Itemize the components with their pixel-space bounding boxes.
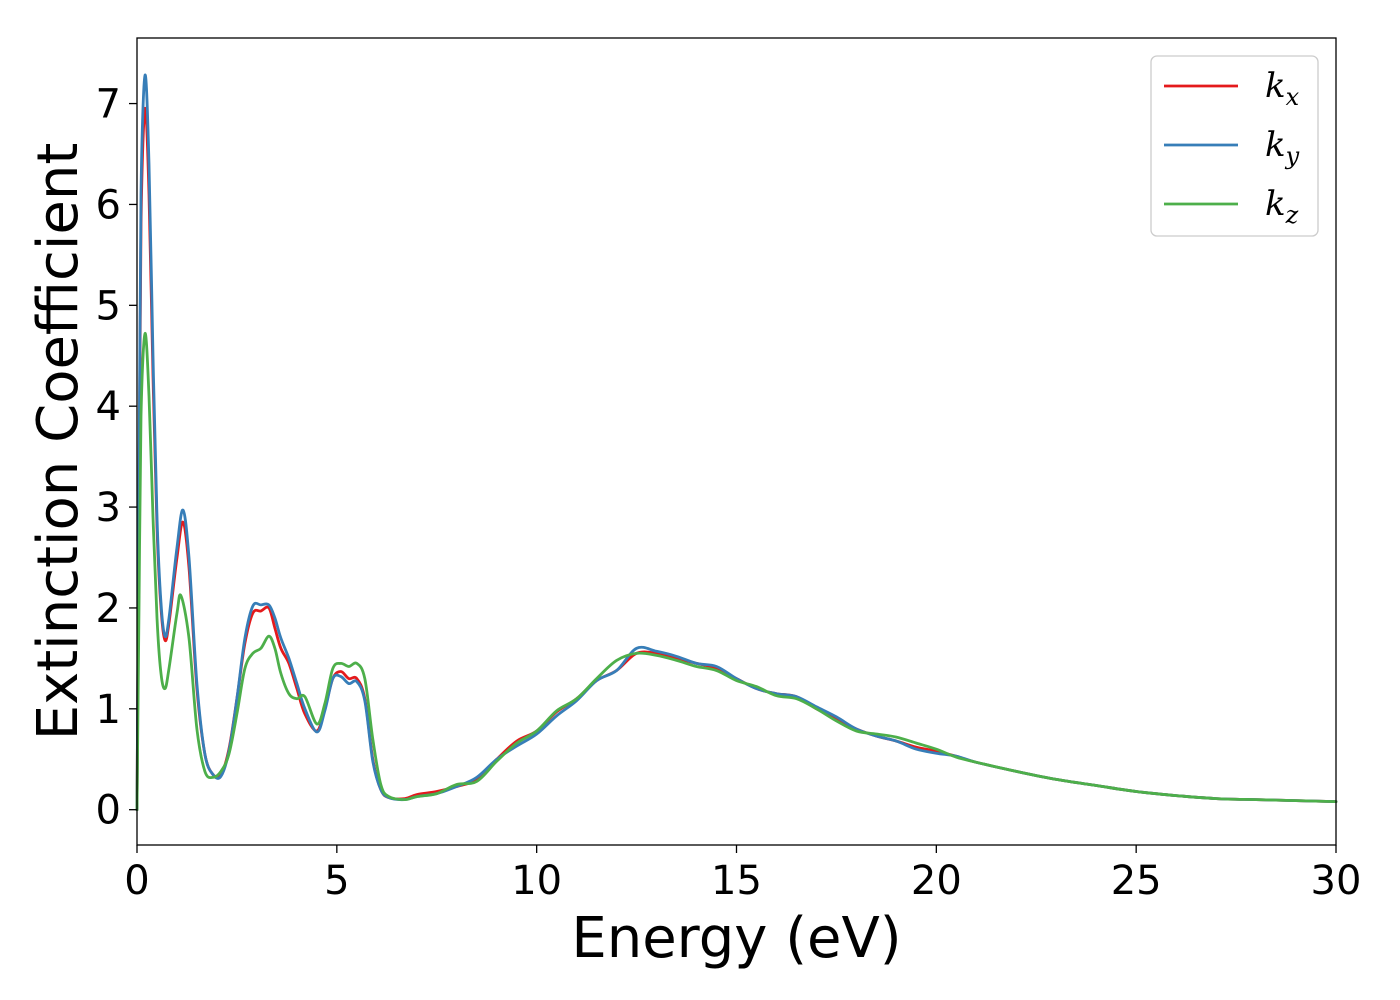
y-axis-title: Extinction Coefficient bbox=[26, 143, 91, 741]
x-tick-label: 10 bbox=[511, 858, 562, 904]
series-line-ky bbox=[135, 73, 1338, 812]
x-tick-label: 30 bbox=[1311, 858, 1362, 904]
legend-label-kx: kx bbox=[1265, 66, 1300, 111]
x-axis-title: Energy (eV) bbox=[571, 906, 901, 971]
y-tick-label: 0 bbox=[96, 788, 121, 834]
y-tick-label: 4 bbox=[96, 384, 121, 430]
legend-label-ky: ky bbox=[1265, 125, 1300, 170]
x-tick-label: 20 bbox=[911, 858, 962, 904]
y-tick-label: 5 bbox=[96, 283, 121, 329]
y-tick-label: 1 bbox=[96, 687, 121, 733]
series-line-kz bbox=[135, 332, 1338, 812]
legend-label-kz: kz bbox=[1265, 184, 1299, 229]
series-layer bbox=[135, 73, 1338, 812]
legend: kx ky kz bbox=[1150, 55, 1319, 237]
x-tick-label: 25 bbox=[1111, 858, 1162, 904]
y-tick-label: 3 bbox=[96, 485, 121, 531]
y-tick-label: 2 bbox=[96, 586, 121, 632]
x-axis: 0 5 10 15 20 25 30 bbox=[124, 845, 1361, 904]
y-tick-label: 7 bbox=[96, 82, 121, 128]
x-tick-label: 15 bbox=[711, 858, 762, 904]
y-axis: 0 1 2 3 4 5 6 7 bbox=[96, 82, 137, 834]
x-tick-label: 0 bbox=[124, 858, 149, 904]
y-tick-label: 6 bbox=[96, 182, 121, 228]
x-tick-label: 5 bbox=[324, 858, 349, 904]
